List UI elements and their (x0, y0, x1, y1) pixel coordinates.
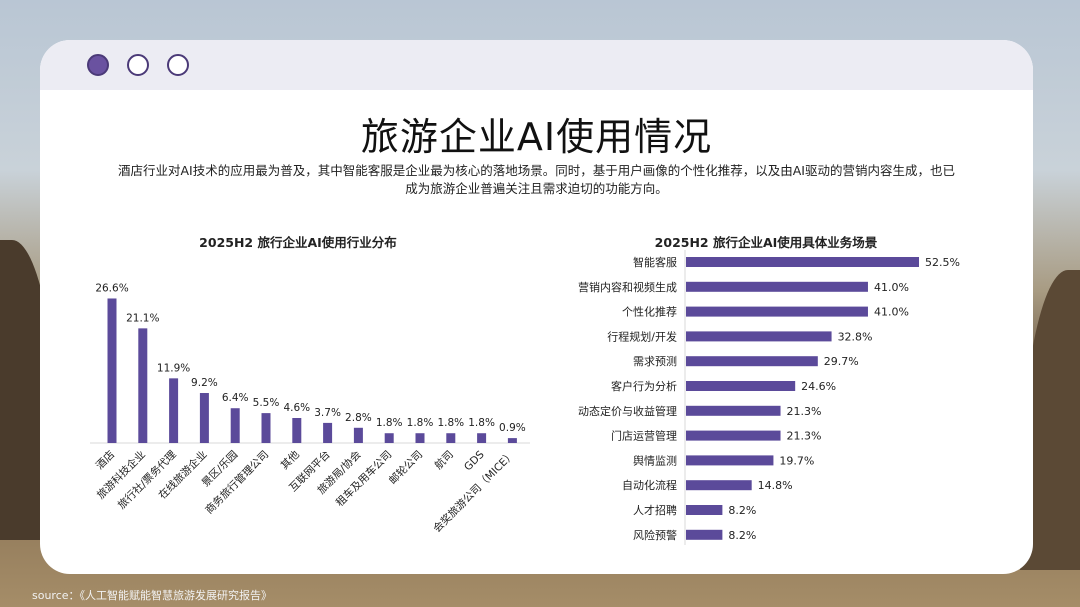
data-label: 26.6% (95, 282, 128, 294)
subtitle-line-2: 成为旅游企业普遍关注且需求迫切的功能方向。 (405, 181, 668, 196)
data-label: 19.7% (779, 454, 814, 467)
data-label: 2.8% (345, 412, 372, 424)
bar (353, 427, 363, 443)
data-label: 1.8% (376, 417, 403, 429)
bar (415, 433, 425, 443)
category-tick-label: 智能客服 (633, 255, 677, 269)
data-label: 32.8% (838, 330, 873, 343)
bar (686, 455, 774, 466)
bar (686, 480, 752, 491)
bar (686, 306, 868, 317)
industry-distribution-chart: 26.6%酒店21.1%旅游科技企业11.9%旅行社/票务代理9.2%在线旅游企… (90, 282, 530, 535)
category-tick-label: 需求预测 (633, 355, 677, 368)
data-label: 1.8% (407, 417, 434, 429)
category-tick-label: 动态定价与收益管理 (578, 404, 677, 418)
data-label: 41.0% (874, 281, 909, 294)
bar (169, 378, 179, 443)
window-title-bar (40, 40, 1033, 90)
bar (686, 356, 818, 367)
data-label: 8.2% (728, 504, 756, 517)
subtitle-line-1: 酒店行业对AI技术的应用最为普及，其中智能客服是企业最为核心的落地场景。同时，基… (118, 163, 955, 178)
category-tick-label: 行程规划/开发 (607, 329, 677, 343)
bar (446, 433, 456, 443)
bar (686, 505, 723, 515)
data-label: 21.3% (787, 430, 822, 443)
category-tick-label: 门店运营管理 (611, 429, 677, 443)
source-note: source：《人工智能赋能智慧旅游发展研究报告》 (32, 589, 273, 602)
bar (323, 422, 333, 443)
bar (507, 438, 517, 443)
bar (261, 413, 271, 443)
bar (686, 430, 781, 441)
data-label: 29.7% (824, 355, 859, 368)
data-label: 3.7% (314, 407, 341, 419)
bar (292, 418, 302, 443)
data-label: 11.9% (157, 362, 190, 374)
category-tick-label: 客户行为分析 (611, 379, 677, 393)
bar (107, 298, 117, 443)
window-dot-empty-icon (167, 54, 189, 76)
bar (138, 328, 148, 443)
bar (686, 331, 832, 342)
bar (686, 381, 796, 391)
window-dot-empty-icon (127, 54, 149, 76)
category-tick-label: 舆情监测 (633, 453, 677, 467)
data-label: 1.8% (437, 417, 464, 429)
bar (477, 433, 487, 443)
data-label: 1.8% (468, 417, 495, 429)
right-chart-title: 2025H2 旅行企业AI使用具体业务场景 (654, 235, 878, 250)
data-label: 24.6% (801, 380, 836, 393)
bar (230, 408, 240, 443)
business-scenario-chart: 智能客服 52.5% 营销内容和视频生成 41.0% 个性化推荐 41.0% 行程规划/开发… (578, 250, 960, 545)
data-label: 21.1% (126, 312, 159, 324)
bar (686, 257, 919, 267)
window-dot-filled-icon (87, 54, 109, 76)
data-label: 21.3% (787, 405, 822, 418)
bar (199, 393, 209, 443)
category-tick-label: 自动化流程 (622, 478, 677, 492)
data-label: 14.8% (758, 479, 793, 492)
page-subtitle: 酒店行业对AI技术的应用最为普及，其中智能客服是企业最为核心的落地场景。同时，基… (100, 162, 973, 198)
bar (686, 281, 868, 292)
data-label: 52.5% (925, 256, 960, 269)
data-label: 5.5% (253, 397, 280, 409)
page-title: 旅游企业AI使用情况 (360, 115, 713, 159)
data-label: 8.2% (728, 529, 756, 542)
data-label: 0.9% (499, 422, 526, 434)
data-label: 4.6% (283, 402, 310, 414)
category-tick-label: 风险预警 (633, 528, 677, 542)
left-chart-title: 2025H2 旅行企业AI使用行业分布 (199, 235, 397, 250)
category-tick-label: 人才招聘 (633, 503, 677, 517)
bar (686, 405, 781, 416)
bar (686, 529, 723, 540)
data-label: 41.0% (874, 306, 909, 319)
category-tick-label: 个性化推荐 (622, 305, 677, 319)
slide-card: 旅游企业AI使用情况 酒店行业对AI技术的应用最为普及，其中智能客服是企业最为核… (40, 40, 1033, 574)
data-label: 9.2% (191, 377, 218, 389)
data-label: 6.4% (222, 392, 249, 404)
bar (384, 433, 394, 443)
category-tick-label: 营销内容和视频生成 (578, 280, 677, 294)
